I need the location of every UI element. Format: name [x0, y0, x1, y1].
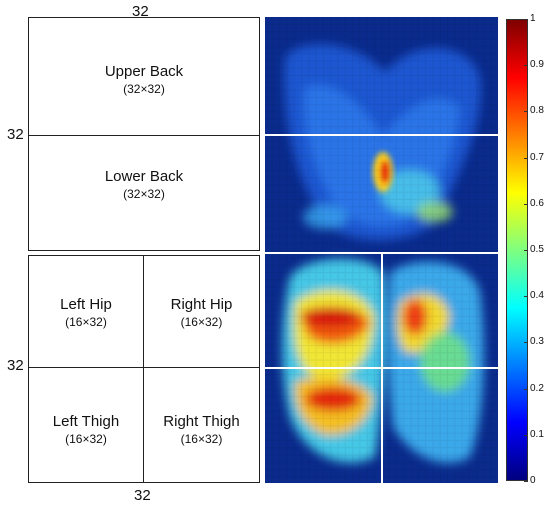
colorbar-tick-mark	[524, 342, 528, 344]
colorbar-tick-mark	[524, 388, 528, 390]
colorbar-tick-label: 0	[530, 475, 536, 486]
hip-thigh-divider	[28, 367, 260, 368]
colorbar-tick-mark	[524, 434, 528, 436]
left-hip-region: Left Hip (16×32)	[28, 296, 144, 330]
colorbar-tick-label: 0.4	[530, 290, 544, 302]
bottom-dimension-label: 32	[134, 487, 151, 504]
colorbar-tick-mark	[524, 19, 528, 20]
colorbar-tick-label: 0.8	[530, 105, 544, 117]
right-thigh-size: (16×32)	[180, 432, 223, 446]
colorbar-tick-label: 0.2	[530, 382, 544, 394]
left-hip-size: (16×32)	[65, 315, 107, 329]
colorbar-tick-mark	[524, 157, 528, 159]
colorbar-tick-mark	[524, 481, 528, 482]
right-hip-label: Right Hip	[170, 296, 233, 313]
right-hip-region: Right Hip (16×32)	[143, 296, 260, 330]
right-hip-size: (16×32)	[180, 315, 223, 329]
colorbar-tick-label: 0.5	[530, 244, 544, 255]
colorbar-tick-mark	[524, 296, 528, 298]
colorbar-tick-mark	[524, 250, 528, 251]
colorbar-tick-mark	[524, 203, 528, 205]
lower-back-label: Lower Back	[104, 168, 184, 185]
colorbar-tick-label: 0.3	[530, 336, 544, 348]
back-divider	[28, 135, 260, 136]
left-thigh-region: Left Thigh (16×32)	[28, 413, 144, 447]
colorbar-tick-mark	[524, 65, 528, 67]
upper-back-label: Upper Back	[104, 63, 184, 80]
left-right-divider	[143, 255, 144, 483]
pressure-heatmap	[265, 17, 498, 483]
hip-thigh-panel	[28, 255, 260, 483]
back-panel	[28, 17, 260, 251]
lower-back-size: (32×32)	[123, 187, 165, 201]
lower-back-region: Lower Back (32×32)	[28, 168, 260, 202]
top-dimension-label: 32	[132, 3, 149, 20]
colorbar-tick-label: 1	[530, 13, 536, 24]
colorbar-tick-label: 0.1	[530, 428, 544, 440]
colorbar-tick-label: 0.7	[530, 151, 544, 163]
left-dimension-label-lower: 32	[7, 357, 24, 374]
left-hip-label: Left Hip	[60, 296, 112, 313]
left-thigh-label: Left Thigh	[52, 413, 120, 430]
left-thigh-size: (16×32)	[65, 432, 107, 446]
colorbar-tick-label: 0.6	[530, 197, 544, 209]
upper-back-size: (32×32)	[123, 82, 165, 96]
right-thigh-region: Right Thigh (16×32)	[143, 413, 260, 447]
colorbar-tick-label: 0.9	[530, 59, 544, 71]
upper-back-region: Upper Back (32×32)	[28, 63, 260, 97]
right-thigh-label: Right Thigh	[163, 413, 240, 430]
left-dimension-label-upper: 32	[7, 126, 24, 143]
colorbar-tick-mark	[524, 111, 528, 113]
